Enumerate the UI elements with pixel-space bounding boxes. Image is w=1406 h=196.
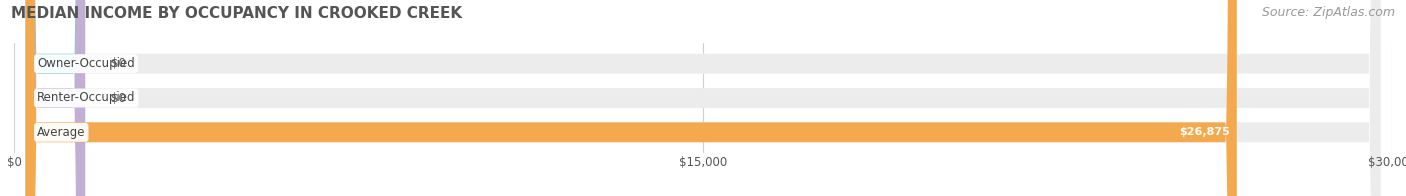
Text: $0: $0 <box>111 57 125 70</box>
FancyBboxPatch shape <box>25 0 86 196</box>
FancyBboxPatch shape <box>25 0 1237 196</box>
Text: Source: ZipAtlas.com: Source: ZipAtlas.com <box>1261 6 1395 19</box>
Text: Owner-Occupied: Owner-Occupied <box>37 57 135 70</box>
Text: MEDIAN INCOME BY OCCUPANCY IN CROOKED CREEK: MEDIAN INCOME BY OCCUPANCY IN CROOKED CR… <box>11 6 463 21</box>
Text: $26,875: $26,875 <box>1180 127 1230 137</box>
Text: Renter-Occupied: Renter-Occupied <box>37 92 135 104</box>
FancyBboxPatch shape <box>25 0 1381 196</box>
Text: Average: Average <box>37 126 86 139</box>
FancyBboxPatch shape <box>25 0 86 196</box>
FancyBboxPatch shape <box>25 0 1381 196</box>
Text: $0: $0 <box>111 92 125 104</box>
FancyBboxPatch shape <box>25 0 1381 196</box>
